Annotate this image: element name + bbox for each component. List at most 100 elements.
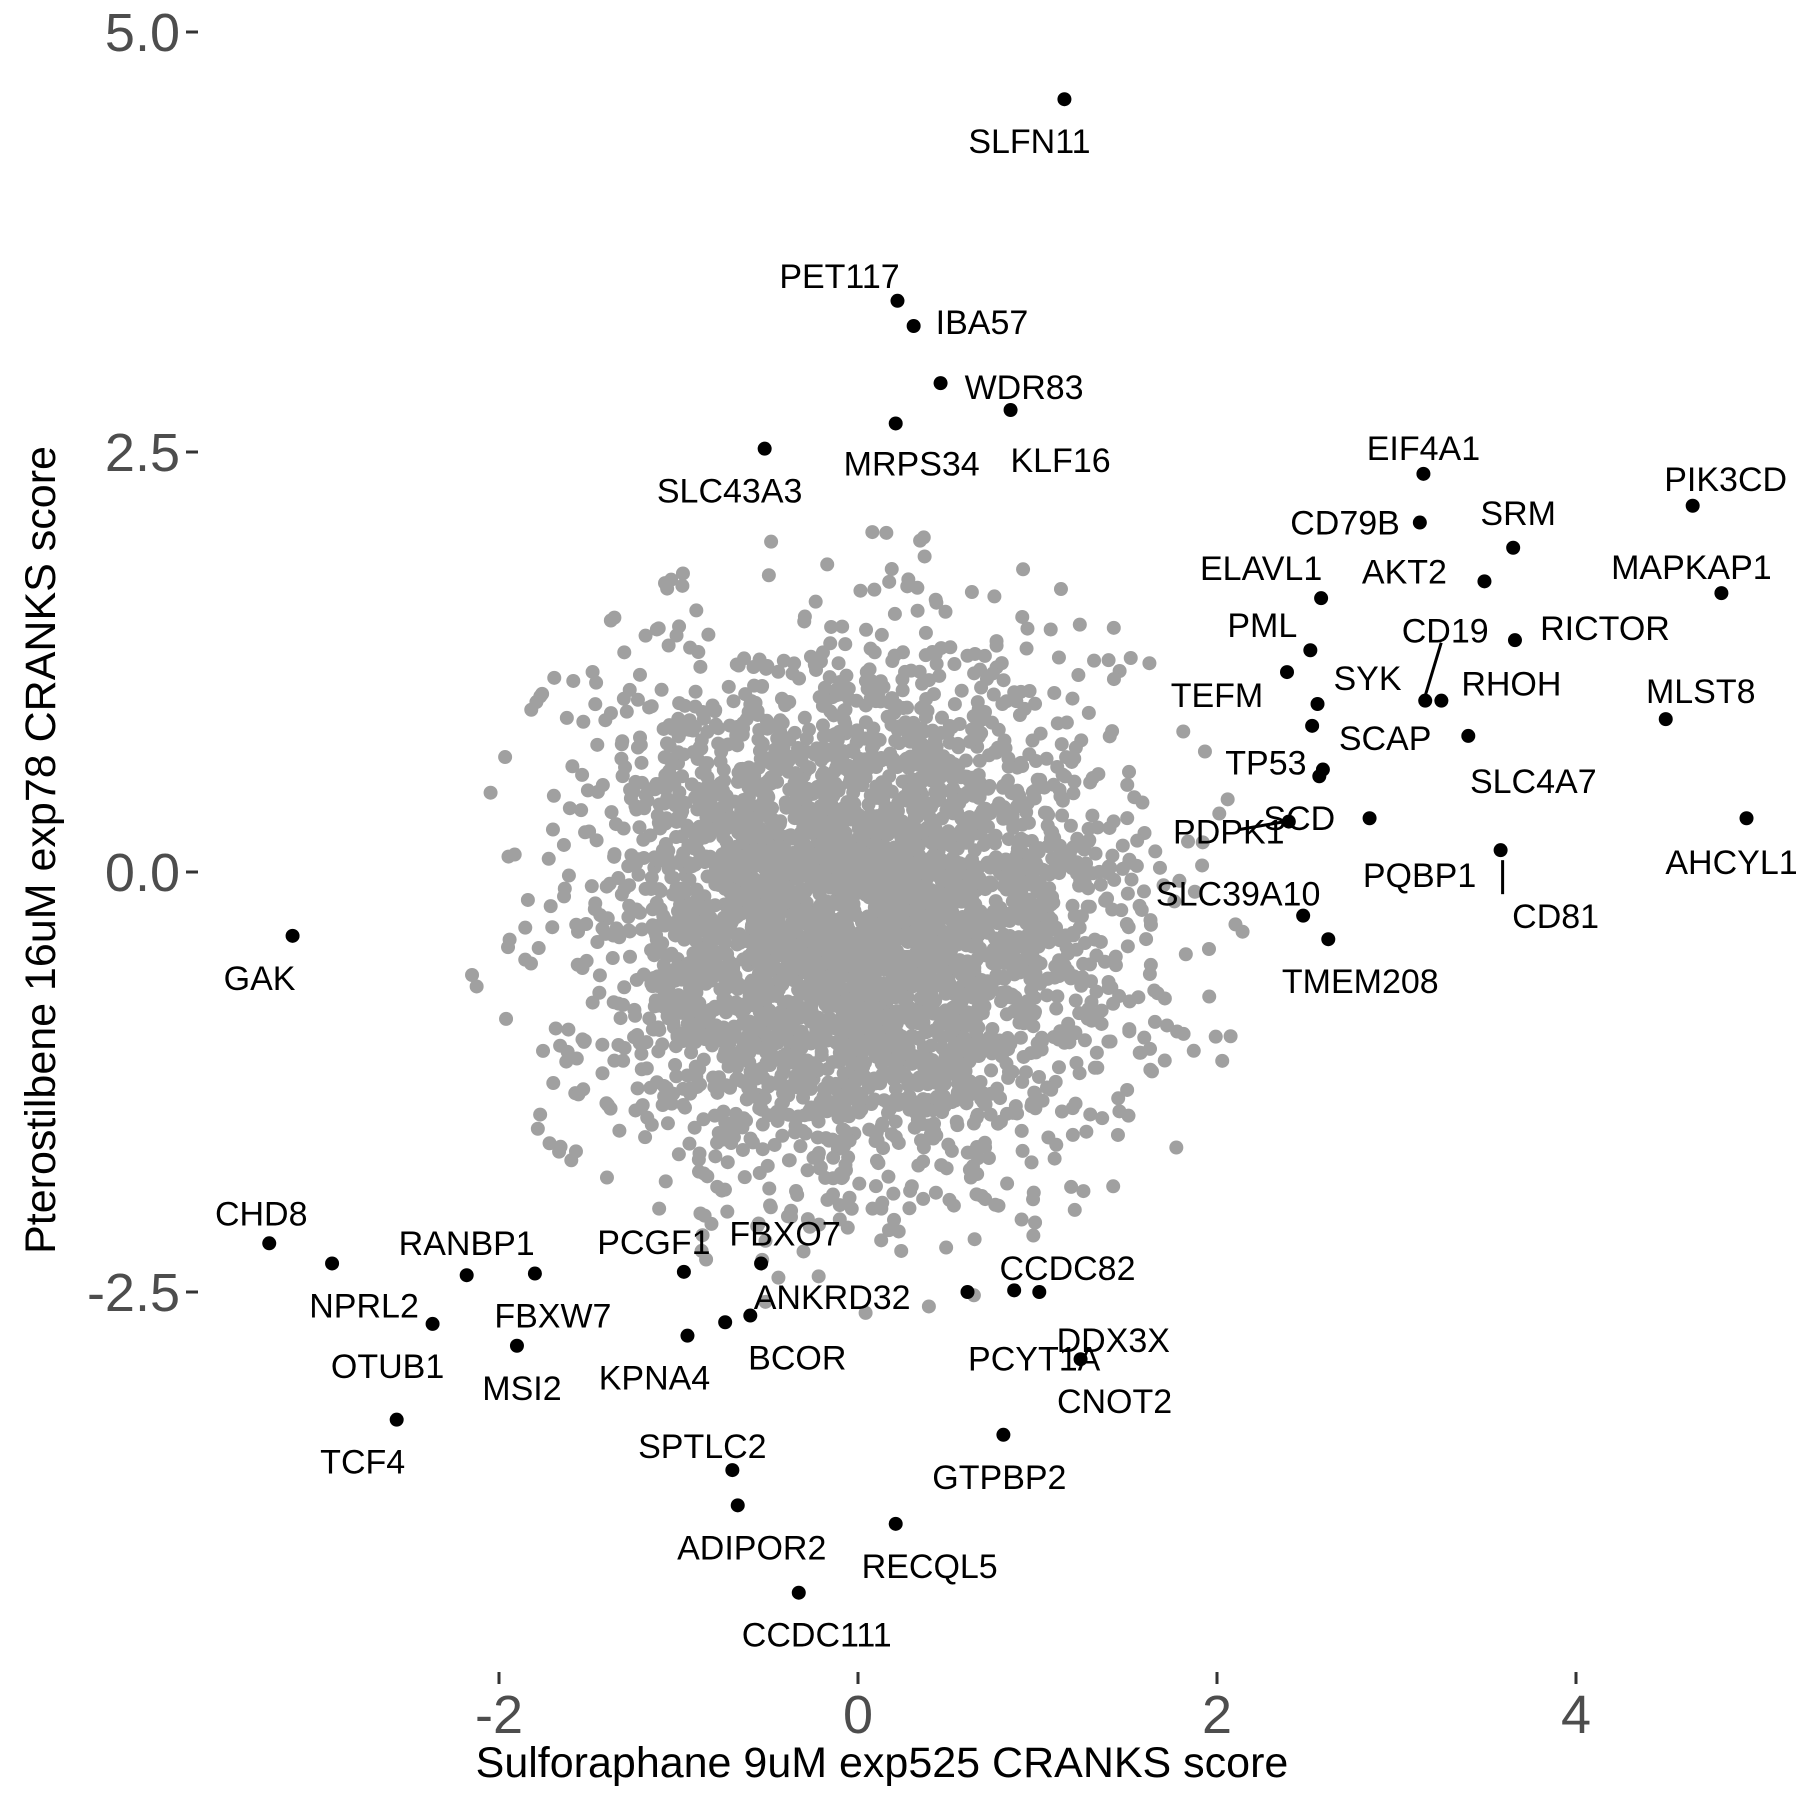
point-syk [1310,697,1325,711]
background-point [616,691,631,706]
background-point [693,1206,708,1221]
background-point [875,819,890,834]
label-fbxo7: FBXO7 [729,1215,840,1253]
background-point [1006,1105,1021,1120]
background-point [893,719,908,734]
background-point [631,852,646,867]
background-point [821,943,836,958]
background-point [1059,715,1074,730]
background-point [1120,777,1135,792]
background-point [780,1005,795,1020]
background-point [758,1294,773,1309]
background-point [996,800,1011,815]
background-point [621,923,636,938]
background-point [1066,786,1081,801]
background-point [677,1100,692,1115]
background-point [1007,689,1022,704]
background-point [565,759,580,774]
background-point [759,661,774,676]
background-point [1148,844,1163,859]
background-point [781,1055,796,1070]
background-point [779,800,794,815]
background-point [765,1049,780,1064]
background-point [1052,782,1067,797]
background-point [827,832,842,847]
background-point [924,1038,939,1053]
y-axis: -2.5 0.0 2.5 5.0 [87,3,198,1323]
background-point [1014,834,1029,849]
background-point [1020,994,1035,1009]
background-point [978,876,993,891]
background-point [660,581,675,596]
background-point [631,867,646,882]
background-point [718,1022,733,1037]
background-point [945,1001,960,1016]
background-point [1076,1184,1091,1199]
background-point [1044,829,1059,844]
background-point [1176,1026,1191,1041]
background-point [1093,934,1108,949]
background-point [638,628,653,643]
background-point [465,967,480,982]
background-point [954,683,969,698]
background-point [674,1026,689,1041]
background-point [834,893,849,908]
background-point [790,1187,805,1202]
background-point [733,761,748,776]
background-point [617,1041,632,1056]
background-point [785,914,800,929]
background-point [638,881,653,896]
background-point [911,1016,926,1031]
background-point [673,897,688,912]
background-point [874,1036,889,1051]
background-point [763,865,778,880]
background-point [1039,925,1054,940]
background-point [763,1198,778,1213]
background-point [845,996,860,1011]
background-point [951,758,966,773]
background-point [645,902,660,917]
background-point [797,710,812,725]
background-point [691,844,706,859]
background-point [752,1101,767,1116]
background-point [1051,1060,1066,1075]
background-point [1052,933,1067,948]
background-point [751,966,766,981]
background-point [762,1181,777,1196]
background-point [616,1053,631,1068]
background-point [1016,1005,1031,1020]
background-point [807,964,822,979]
background-point [1026,1228,1041,1243]
background-point [760,721,775,736]
label-slc4a7: SLC4A7 [1470,763,1597,801]
y-axis-title: Pterostilbene 16uM exp78 CRANKS score [17,446,65,1254]
background-point [687,1120,702,1135]
background-point [771,664,786,679]
point-akt2 [1477,574,1492,589]
background-point [776,1086,791,1101]
background-point [682,713,697,728]
background-point [1043,622,1058,637]
background-point [661,638,676,653]
background-point [735,1016,750,1031]
background-point [699,810,714,825]
background-point [1015,817,1030,832]
background-point [758,1233,773,1248]
background-point [771,1270,786,1285]
background-point [979,671,994,686]
background-point [1039,988,1054,1003]
background-point [898,966,913,981]
background-point [849,735,864,750]
background-point [571,1087,586,1102]
point-ddx3x [1032,1285,1047,1299]
background-point [935,1030,950,1045]
background-point [1106,620,1121,635]
background-point [858,752,873,767]
label-pqbp1: PQBP1 [1363,857,1476,895]
background-point [707,999,722,1014]
background-point [701,627,716,642]
background-point [1144,1064,1159,1079]
background-point [839,668,854,683]
background-point [970,695,985,710]
